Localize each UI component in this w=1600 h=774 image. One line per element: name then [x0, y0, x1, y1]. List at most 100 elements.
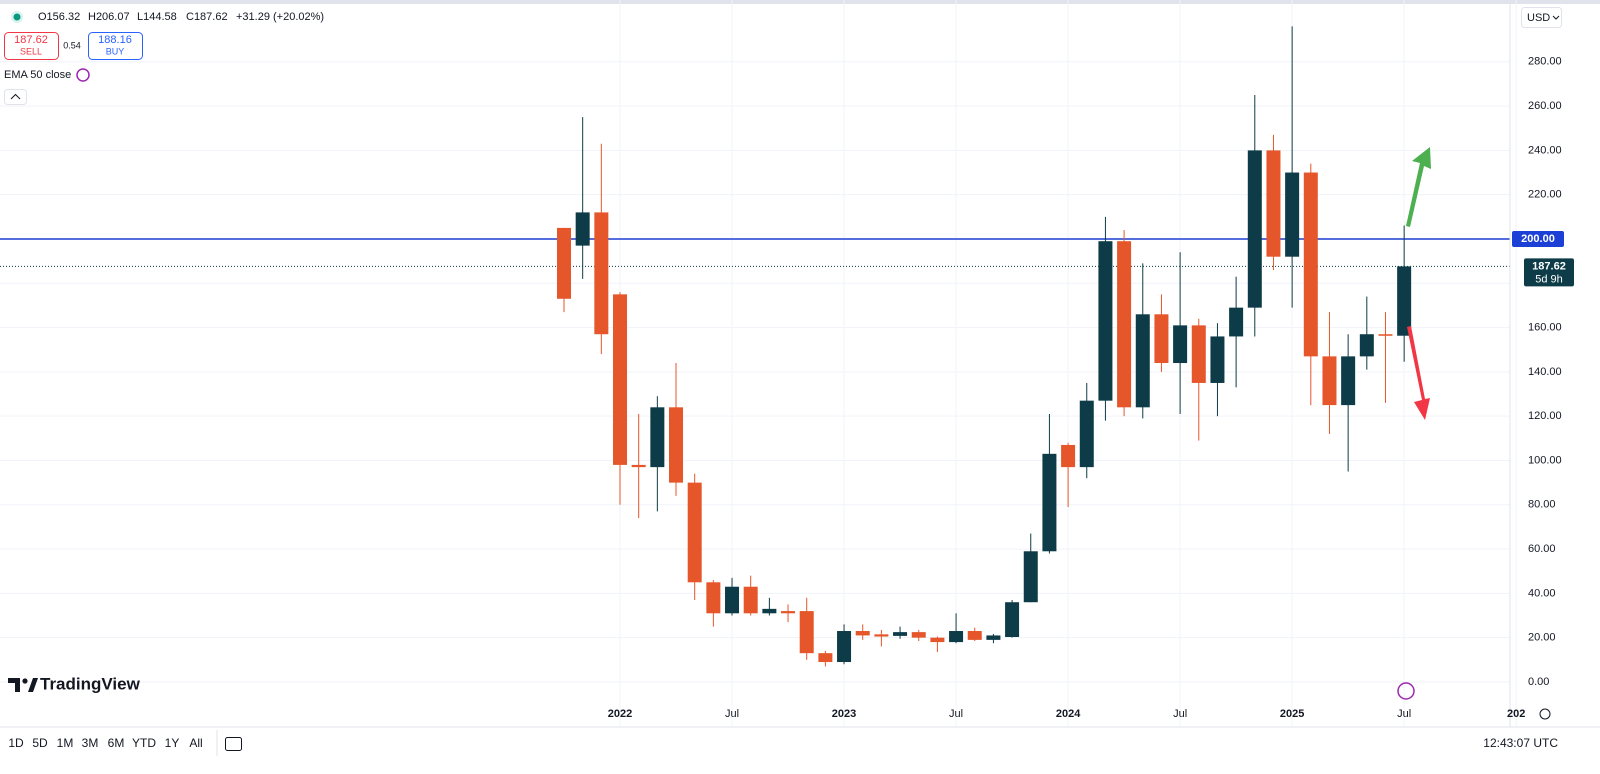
y-tick-label: 40.00 [1528, 587, 1556, 599]
currency[interactable]: USD [1527, 12, 1550, 24]
timeframe-button[interactable]: YTD [132, 736, 156, 750]
candle-body [762, 608, 777, 614]
candle-body [949, 631, 964, 643]
indicator-icon[interactable] [76, 68, 90, 82]
down-arrow [1407, 326, 1430, 420]
last-price-bg [1524, 258, 1574, 287]
candle-body [1247, 150, 1262, 308]
y-tick-label: 260.00 [1528, 100, 1562, 112]
up-arrow [1406, 147, 1431, 227]
candle-body [818, 653, 833, 663]
sell-button[interactable] [4, 32, 59, 60]
candle-body [1266, 150, 1281, 257]
buy-label[interactable]: BUY [106, 46, 125, 56]
candle-body [1303, 172, 1318, 357]
candle-body [1341, 356, 1356, 406]
y-tick-label: 240.00 [1528, 144, 1562, 156]
candle-body [594, 212, 609, 335]
candle-body [575, 212, 590, 246]
timeframe-button[interactable]: All [189, 736, 202, 750]
indicator-label[interactable]: EMA 50 close [4, 69, 71, 81]
candle-body [1135, 314, 1150, 408]
candle-body [1042, 453, 1057, 552]
y-tick-label: 80.00 [1528, 499, 1556, 511]
brand-logo-dot [22, 678, 28, 684]
brand-logo [8, 678, 38, 692]
x-tick-label: 2022 [608, 708, 632, 720]
candle-body [1210, 336, 1225, 383]
hline-label-bg [1512, 230, 1564, 247]
candle-body [855, 631, 870, 636]
candle-body [706, 582, 721, 614]
x-tick-label: Jul [949, 708, 963, 720]
candle-body [650, 407, 665, 468]
buy-button[interactable] [88, 32, 143, 60]
brand-name: TradingView [40, 674, 141, 693]
currency-button[interactable] [1521, 7, 1562, 28]
candle-body [1079, 400, 1094, 468]
candle-body [1154, 314, 1169, 364]
status-dot [13, 13, 21, 21]
candle-body [967, 631, 982, 640]
currency-caret [1552, 15, 1560, 20]
candle-body [613, 294, 628, 465]
y-tick-label: 160.00 [1528, 321, 1562, 333]
candle-body [1378, 334, 1393, 336]
sell-price[interactable]: 187.62 [14, 34, 48, 46]
candle-body [1098, 241, 1113, 401]
ohlc-high: H206.07 [88, 11, 130, 23]
countdown-label: 5d 9h [1535, 273, 1563, 285]
candle-body [557, 227, 571, 299]
candle-body [631, 464, 646, 468]
candle-body [1359, 334, 1374, 357]
ohlc-open: O156.32 [38, 11, 80, 23]
y-tick-label: 60.00 [1528, 543, 1556, 555]
timeframe-button[interactable]: 3M [82, 736, 99, 750]
sell-label[interactable]: SELL [20, 46, 42, 56]
spread: 0.54 [63, 40, 81, 50]
buy-price[interactable]: 188.16 [98, 34, 132, 46]
y-tick-label: 100.00 [1528, 454, 1562, 466]
candle-body [893, 632, 908, 636]
candle-body [1285, 172, 1300, 257]
candle-body [874, 634, 889, 637]
x-tick-label: 2023 [832, 708, 856, 720]
candle-body [1023, 551, 1038, 603]
candle-body [799, 611, 814, 654]
last-price-label: 187.62 [1532, 260, 1566, 272]
candle-body [1005, 602, 1020, 637]
candle-body [781, 611, 796, 614]
y-tick-label: 20.00 [1528, 632, 1556, 644]
plot [0, 0, 1517, 727]
timeframe-button[interactable]: 6M [108, 736, 125, 750]
timeframe-button[interactable]: 1M [57, 736, 74, 750]
timeframe-button[interactable]: 1D [8, 736, 24, 750]
ohlc-low: L144.58 [137, 11, 177, 23]
clock: 12:43:07 UTC [1483, 736, 1558, 750]
candle-body [1322, 356, 1337, 406]
candle-body [1191, 325, 1206, 383]
ohlc-close: C187.62 [186, 11, 228, 23]
timeframe-button[interactable]: 5D [32, 736, 48, 750]
y-tick-label: 280.00 [1528, 56, 1562, 68]
candle-body [1173, 325, 1188, 364]
x-tick-label: 202 [1507, 708, 1525, 720]
x-tick-label: 2024 [1056, 708, 1081, 720]
candle-body [986, 635, 1001, 640]
candle-body [725, 586, 740, 614]
hline-label: 200.00 [1521, 233, 1555, 245]
settings-icon[interactable] [1539, 708, 1551, 720]
candle-body [1229, 307, 1244, 337]
candle-body [1397, 266, 1412, 336]
candle-body [687, 482, 702, 583]
date-range-icon[interactable] [225, 737, 242, 751]
ohlc-change: +31.29 (+20.02%) [236, 11, 324, 23]
timeframe-button[interactable]: 1Y [165, 736, 180, 750]
assistant-icon[interactable] [1397, 682, 1415, 700]
collapse-button[interactable] [4, 89, 27, 105]
candle-body [911, 632, 926, 638]
candle-body [837, 631, 852, 663]
candle-body [1061, 444, 1076, 468]
